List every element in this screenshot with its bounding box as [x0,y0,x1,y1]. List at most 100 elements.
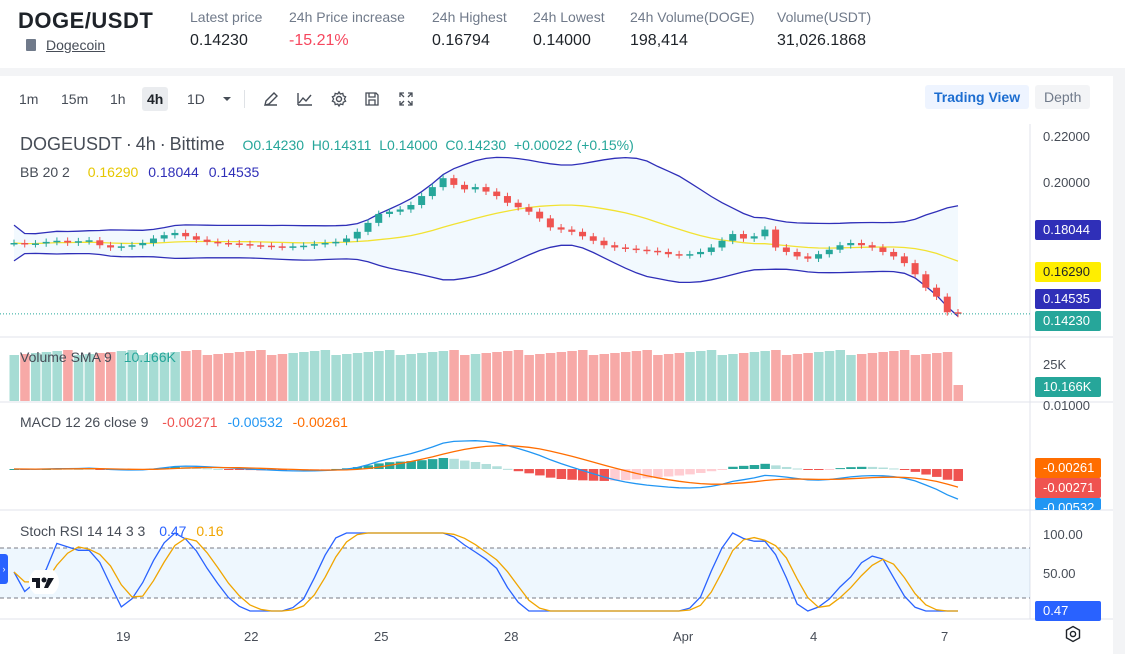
chart-area[interactable]: DOGEUSDT · 4h · Bittime O0.14230 H0.1431… [0,124,1113,654]
volume-bar [545,353,556,401]
fullscreen-icon[interactable] [397,90,415,108]
stat-value: 0.16794 [432,32,490,49]
stoch-label: Stoch RSI 14 14 3 3 [20,523,146,539]
volume-bar [846,355,856,401]
candle-body [825,249,833,255]
macd-hist-bar [674,469,685,476]
trading-view-button[interactable]: Trading View [925,85,1030,109]
volume-tag: 10.166K [1035,377,1101,397]
volume-bar [395,355,406,401]
chart-canvas[interactable] [0,124,1113,654]
volume-bar [266,355,277,401]
depth-button[interactable]: Depth [1035,85,1091,109]
stat-label: 24h Price increase [289,9,405,25]
stoch-d-line [13,532,958,612]
macd-hist-bar [728,466,738,469]
macd-hist-bar [395,461,406,469]
volume-bar [899,350,910,401]
macd-hist-bar [417,460,427,469]
stat-24h-volume-doge: 24h Volume(DOGE) 198,414 [630,9,755,50]
volume-bar [867,353,878,401]
candle-body [149,238,157,243]
candle-body [557,227,565,230]
candle-body [321,243,329,245]
volume-bar [52,351,62,401]
volume-bar [116,351,127,401]
tradingview-logo-icon [26,570,62,594]
draw-pencil-icon[interactable] [262,90,280,108]
bb-mid-tag: 0.16290 [1035,262,1101,282]
volume-bar [73,355,84,401]
candle-body [214,241,222,244]
candle-body [225,243,233,245]
volume-bar [342,354,352,401]
macd-hist-tag: -0.00271 [1035,478,1101,498]
stat-24h-low: 24h Lowest 0.14000 [533,9,605,50]
macd-hist-bar [277,469,288,471]
volume-bar [781,355,792,401]
macd-hist-bar [631,469,642,480]
macd-hist-bar [685,469,695,475]
candle-body [139,243,147,246]
candle-body [750,236,758,239]
candle-body [911,263,919,275]
candle-body [192,236,200,240]
bb-label: BB 20 2 [20,164,70,180]
candle-body [525,207,533,212]
timeframe-1m[interactable]: 1m [19,91,39,107]
candle-body [847,243,855,246]
timeframe-15m[interactable]: 15m [61,91,89,107]
macd-hist-bar [889,468,899,470]
macd-hist-bar [578,469,588,481]
candle-body [85,240,93,242]
volume-bar [942,352,953,401]
settings-gear-icon[interactable] [330,90,348,108]
volume-bar [771,350,781,401]
macd-hist-bar [824,469,835,470]
candle-body [257,245,265,247]
macd-hist-bar [599,469,609,481]
main-legend: DOGEUSDT · 4h · Bittime O0.14230 H0.1431… [20,134,634,155]
volume-legend: Volume SMA 9 10.166K [20,349,176,365]
macd-hist-bar [535,469,545,476]
vol-label: Volume SMA 9 [20,349,112,365]
macd-hist-bar [545,469,556,478]
save-disk-icon[interactable] [363,90,381,108]
timeframe-4h[interactable]: 4h [142,87,169,111]
candle-body [943,296,951,313]
axis-settings-icon[interactable] [1064,625,1082,643]
candle-body [53,240,61,243]
volume-bar [406,354,416,401]
macd-hist-bar [427,459,438,469]
candle-body [664,251,672,255]
timeframe-dropdown-icon[interactable] [218,90,236,108]
timeframe-1h[interactable]: 1h [110,91,126,107]
volume-bar [299,352,309,401]
candle-body [536,211,544,219]
candle-body [857,243,865,246]
volume-bar [502,351,513,401]
indicator-line-icon[interactable] [296,90,314,108]
volume-bar [760,351,770,401]
coin-link[interactable]: Dogecoin [26,37,106,53]
candle-body [890,251,898,257]
stoch-tick: 50.00 [1043,566,1076,581]
stat-latest-price: Latest price 0.14230 [190,9,262,50]
volume-bar [288,353,298,401]
volume-bar [234,352,245,401]
volume-bar [535,354,545,401]
candle-body [450,178,458,185]
volume-bar [427,352,438,401]
macd-hist-bar [953,469,963,481]
macd-hist-bar [406,461,416,469]
volume-bar [620,352,631,401]
volume-bar [320,350,331,401]
candle-body [772,229,780,248]
candle-body [278,246,286,248]
stat-24h-high: 24h Highest 0.16794 [432,9,507,50]
macd-hist-bar [224,469,234,470]
candle-body [933,287,941,297]
coin-link-label[interactable]: Dogecoin [46,37,106,53]
timeframe-1d[interactable]: 1D [187,91,205,107]
side-panel-toggle[interactable]: › [0,554,8,584]
